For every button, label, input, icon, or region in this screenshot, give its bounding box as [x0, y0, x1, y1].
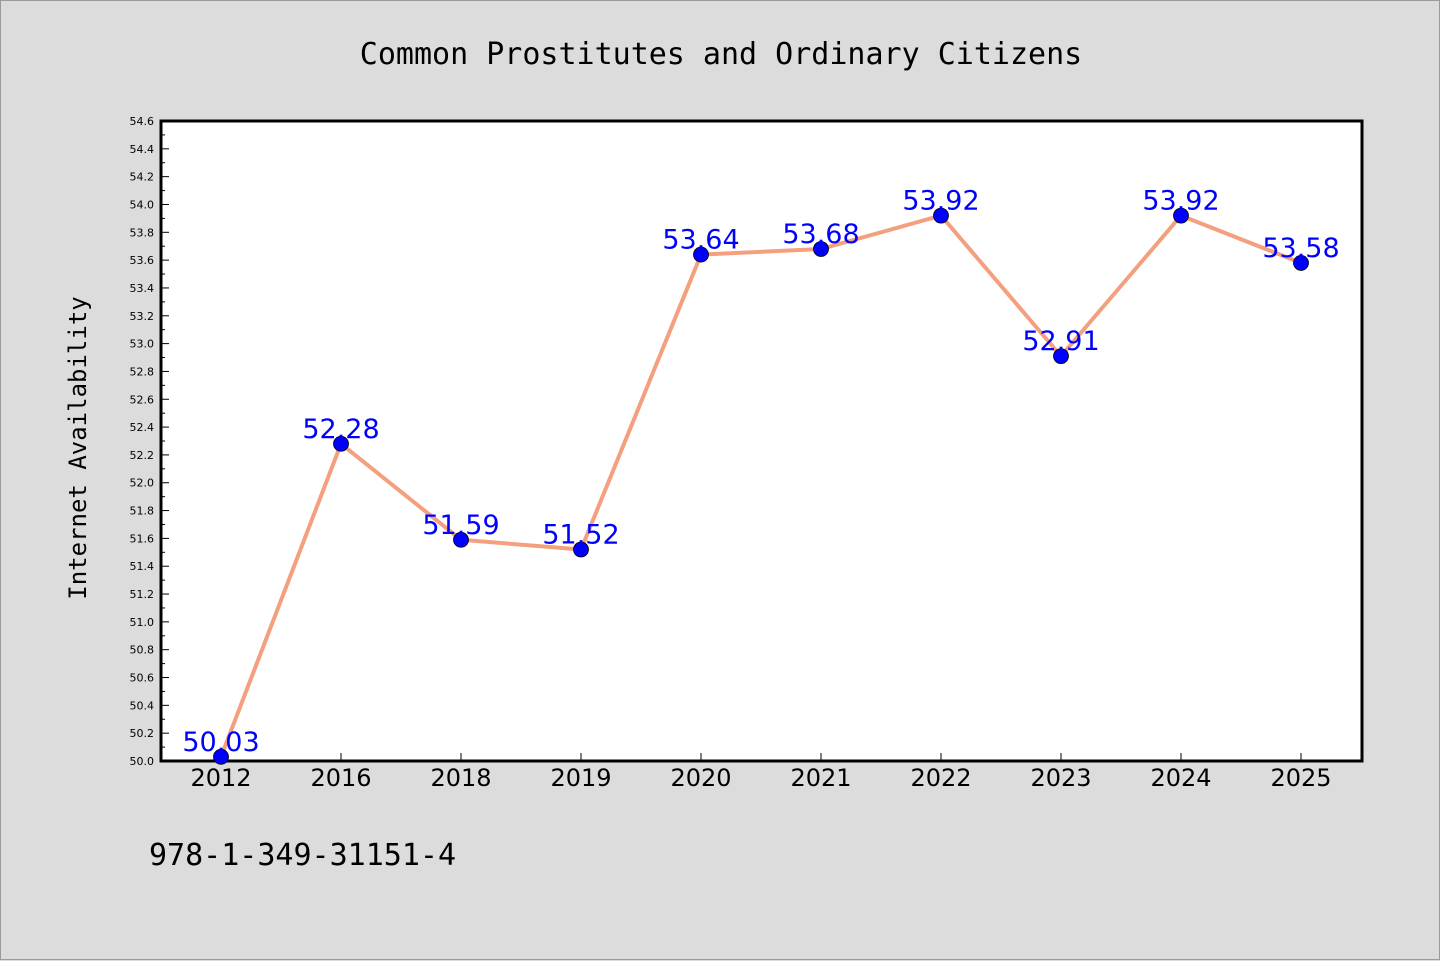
data-label: 52.91	[1022, 326, 1099, 357]
y-tick-label: 53.6	[130, 254, 155, 267]
y-tick-label: 50.0	[130, 755, 155, 768]
y-tick-label: 50.4	[130, 699, 155, 712]
y-tick-label: 50.6	[130, 672, 155, 685]
y-tick-label: 51.2	[130, 588, 155, 601]
x-tick-label: 2023	[1030, 764, 1091, 792]
data-label: 53.92	[1142, 186, 1219, 217]
data-label: 53.92	[902, 186, 979, 217]
x-axis: 2012 2016 2018 2019 2020 2021 2022 2023 2024 2025	[190, 753, 1332, 792]
x-tick-label: 2020	[670, 764, 731, 792]
y-tick-label: 53.4	[130, 282, 155, 295]
y-tick-label: 54.2	[130, 171, 155, 184]
x-tick-label: 2019	[550, 764, 611, 792]
y-tick-label: 53.8	[130, 226, 155, 239]
x-tick-label: 2021	[790, 764, 851, 792]
chart-title: Common Prostitutes and Ordinary Citizens	[360, 37, 1082, 72]
data-point-marker	[333, 435, 349, 452]
y-tick-label: 52.8	[130, 365, 155, 378]
data-point-marker	[1293, 255, 1309, 271]
data-point-marker	[573, 541, 589, 558]
x-tick-label: 2022	[910, 764, 971, 792]
data-point-marker	[453, 531, 469, 548]
y-tick-label: 52.0	[130, 477, 155, 490]
y-tick-label: 52.6	[130, 393, 155, 406]
y-tick-label: 50.8	[130, 644, 155, 657]
x-tick-label: 2024	[1150, 764, 1211, 792]
y-tick-label: 54.6	[130, 115, 155, 128]
data-point-marker	[693, 246, 709, 263]
data-label: 51.59	[422, 510, 499, 541]
data-label: 51.52	[542, 520, 619, 551]
data-point-marker	[1053, 348, 1069, 365]
x-tick-label: 2018	[430, 764, 491, 792]
data-point-marker	[813, 241, 829, 257]
x-tick-label: 2012	[190, 764, 251, 792]
footnote-isbn: 978-1-349-31151-4	[149, 838, 456, 873]
y-tick-label: 51.0	[130, 616, 155, 629]
data-label: 53.64	[662, 225, 739, 256]
y-tick-label: 53.2	[130, 310, 155, 323]
y-tick-label: 54.0	[130, 198, 155, 211]
y-tick-label: 52.4	[130, 421, 155, 434]
y-tick-label: 51.6	[130, 532, 155, 545]
x-tick-label: 2025	[1270, 764, 1331, 792]
data-point-marker	[933, 207, 949, 224]
data-point-marker	[213, 748, 229, 765]
data-label: 53.68	[782, 219, 859, 250]
data-labels-group: 50.03 52.28 51.59 51.52 53.64 53.68 53.92 52.91…	[182, 186, 1339, 758]
y-tick-label: 54.4	[130, 143, 155, 156]
y-axis-label: Internet Availability	[64, 296, 92, 599]
y-tick-label: 51.8	[130, 505, 155, 518]
plot-area	[159, 119, 1364, 763]
y-tick-label: 52.2	[130, 449, 155, 462]
y-tick-label: 50.2	[130, 727, 155, 740]
data-label: 53.58	[1262, 233, 1339, 264]
y-axis: 50.0 50.2 50.4 50.6 50.8 51.0 51.2 51.4 51.6 51.8…	[130, 115, 169, 768]
data-label: 50.03	[182, 727, 259, 758]
data-label: 52.28	[302, 414, 379, 445]
data-point-marker	[1173, 207, 1189, 224]
series-group	[213, 207, 1309, 765]
x-tick-label: 2016	[310, 764, 371, 792]
series-line	[219, 213, 1303, 759]
y-tick-label: 51.4	[130, 560, 155, 573]
y-tick-label: 53.0	[130, 338, 155, 351]
